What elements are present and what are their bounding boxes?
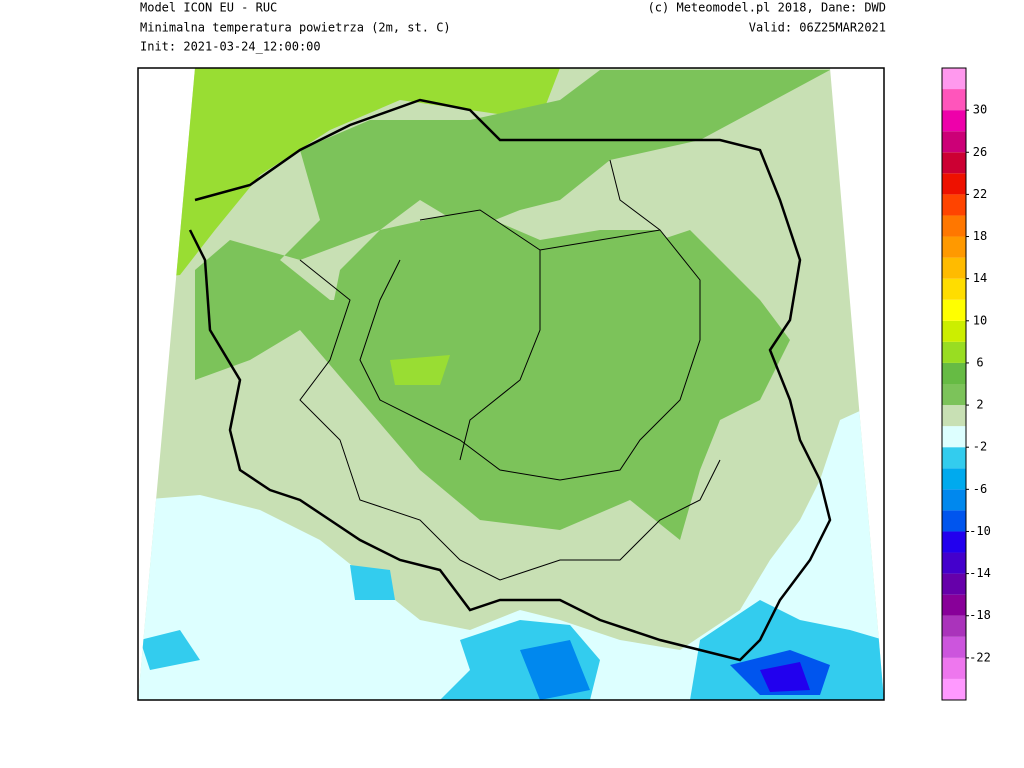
colorbar-tick-label: 14 bbox=[973, 271, 987, 285]
colorbar-segment bbox=[942, 384, 966, 406]
colorbar-segment bbox=[942, 131, 966, 153]
colorbar-segment bbox=[942, 573, 966, 595]
header-line: Init: 2021-03-24_12:00:00 bbox=[140, 40, 321, 54]
colorbar-segment bbox=[942, 320, 966, 342]
colorbar-segment bbox=[942, 426, 966, 448]
colorbar-tick-label: 2 bbox=[976, 398, 983, 412]
header-line: (c) Meteomodel.pl 2018, Dane: DWD bbox=[648, 1, 886, 15]
colorbar-segment bbox=[942, 194, 966, 216]
colorbar-frame bbox=[941, 67, 967, 701]
colorbar-segment bbox=[942, 468, 966, 490]
colorbar-segment bbox=[942, 215, 966, 237]
colorbar-segment bbox=[942, 531, 966, 553]
colorbar-tick-label: -6 bbox=[973, 482, 987, 496]
colorbar-segment bbox=[942, 657, 966, 679]
colorbar-segment bbox=[942, 173, 966, 195]
colorbar-segment bbox=[942, 678, 966, 700]
colorbar-segment bbox=[942, 89, 966, 111]
colorbar-tick-label: -10 bbox=[969, 524, 991, 538]
colorbar-segment bbox=[942, 510, 966, 532]
colorbar-tick-label: 26 bbox=[973, 145, 987, 159]
colorbar-tick-label: 18 bbox=[973, 229, 987, 243]
colorbar-segment bbox=[942, 236, 966, 258]
colorbar-tick-label: 22 bbox=[973, 187, 987, 201]
colorbar-segment bbox=[942, 362, 966, 384]
colorbar-tick-label: 6 bbox=[976, 355, 983, 369]
colorbar-tick-label: 30 bbox=[973, 103, 987, 117]
header-line: Minimalna temperatura powietrza (2m, st.… bbox=[140, 21, 451, 35]
colorbar-segment bbox=[942, 68, 966, 90]
colorbar-segment bbox=[942, 552, 966, 574]
colorbar: 30 26 22 18 14 10 6 2 -2 -6 -10 -14 -18 -22 bbox=[941, 67, 991, 701]
colorbar-segment bbox=[942, 257, 966, 279]
colorbar-segment bbox=[942, 636, 966, 658]
colorbar-tick-label: -2 bbox=[973, 440, 987, 454]
colorbar-tick-label: -18 bbox=[969, 608, 991, 622]
colorbar-segment bbox=[942, 341, 966, 363]
colorbar-segment bbox=[942, 405, 966, 427]
colorbar-segment bbox=[942, 594, 966, 616]
header-line: Valid: 06Z25MAR2021 bbox=[749, 21, 886, 35]
colorbar-segment bbox=[942, 489, 966, 511]
map bbox=[137, 67, 885, 701]
colorbar-segment bbox=[942, 447, 966, 469]
header-line: Model ICON EU - RUC bbox=[140, 1, 277, 15]
colorbar-segment bbox=[942, 110, 966, 132]
colorbar-tick-label: -14 bbox=[969, 566, 991, 580]
colorbar-segment bbox=[942, 278, 966, 300]
colorbar-segment bbox=[942, 152, 966, 174]
colorbar-tick-label: -22 bbox=[969, 650, 991, 664]
colorbar-segment bbox=[942, 299, 966, 321]
colorbar-segment bbox=[942, 615, 966, 637]
colorbar-tick-label: 10 bbox=[973, 313, 987, 327]
